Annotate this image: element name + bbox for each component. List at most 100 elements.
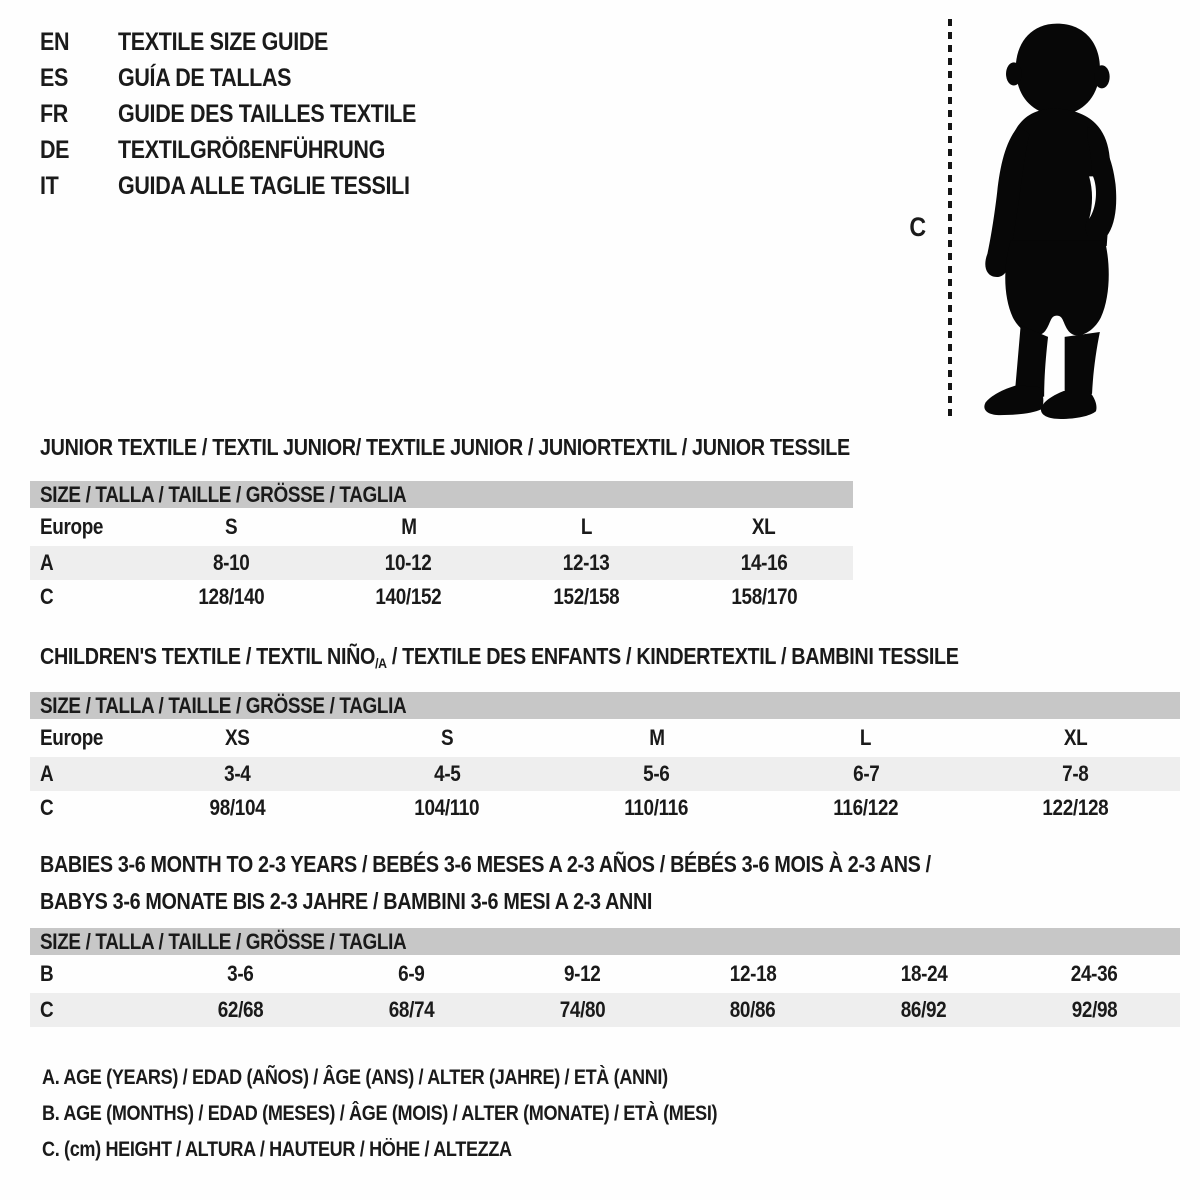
language-code: IT (40, 171, 59, 200)
value: 6-7 (852, 761, 880, 786)
babies-height-row: C 62/68 68/74 74/80 80/86 86/92 92/98 (30, 993, 1180, 1027)
title-suffix: / TEXTILE DES ENFANTS / KINDERTEXTIL / B… (386, 643, 959, 669)
value: 116/122 (833, 795, 899, 820)
column-header: M (648, 725, 665, 750)
column-header-cell: XL (971, 725, 1180, 751)
value-cell: 158/170 (675, 584, 853, 610)
title-subscript: /A (375, 655, 387, 672)
language-row-it: IT GUIDA ALLE TAGLIE TESSILI (40, 168, 465, 204)
row-label: C (40, 795, 54, 820)
footnote-c: C. (cm) HEIGHT / ALTURA / HAUTEUR / HÖHE… (42, 1132, 827, 1168)
value: 12-18 (729, 961, 777, 986)
row-label-cell: C (30, 584, 142, 610)
row-label: C (40, 997, 54, 1022)
language-title: GUIDE DES TAILLES TEXTILE (118, 99, 417, 128)
footnote-a-text: A. AGE (YEARS) / EDAD (AÑOS) / ÂGE (ANS)… (42, 1066, 668, 1089)
value-cell: 12-18 (667, 961, 838, 987)
column-header-cell: XS (133, 725, 342, 751)
children-section-title-text: CHILDREN'S TEXTILE / TEXTIL NIÑO/A / TEX… (40, 643, 959, 672)
footnote-b: B. AGE (MONTHS) / EDAD (MESES) / ÂGE (MO… (42, 1096, 827, 1132)
value: 86/92 (900, 997, 947, 1022)
junior-size-table: SIZE / TALLA / TAILLE / GRÖSSE / TAGLIA … (30, 481, 853, 614)
column-header-cell: L (761, 725, 970, 751)
babies-size-table: SIZE / TALLA / TAILLE / GRÖSSE / TAGLIA … (30, 928, 1180, 1027)
value-cell: 9-12 (497, 961, 668, 987)
value-cell: 116/122 (761, 795, 970, 821)
value-cell: 68/74 (326, 997, 497, 1023)
value-cell: 10-12 (320, 550, 498, 576)
value: 3-6 (227, 961, 254, 986)
language-title: TEXTILGRÖßENFÜHRUNG (118, 135, 385, 164)
value: 98/104 (209, 795, 266, 820)
footnote-c-text: C. (cm) HEIGHT / ALTURA / HAUTEUR / HÖHE… (42, 1138, 512, 1161)
junior-section-title: JUNIOR TEXTILE / TEXTIL JUNIOR/ TEXTILE … (40, 434, 982, 461)
column-header-cell: S (342, 725, 551, 751)
value: 110/116 (624, 795, 689, 820)
row-label: C (40, 584, 54, 609)
column-header-cell: M (320, 514, 498, 540)
junior-column-header-row: Europe S M L XL (30, 508, 853, 546)
value-cell: 3-6 (155, 961, 326, 987)
value-cell: 4-5 (342, 761, 551, 787)
value-cell: 128/140 (142, 584, 320, 610)
value: 104/110 (414, 795, 480, 820)
row-label: B (40, 961, 54, 986)
value: 8-10 (212, 550, 250, 575)
value-cell: 104/110 (342, 795, 551, 821)
junior-age-row: A 8-10 10-12 12-13 14-16 (30, 546, 853, 580)
column-header-cell: L (498, 514, 676, 540)
value-cell: 122/128 (971, 795, 1180, 821)
region-label: Europe (40, 514, 104, 539)
junior-section-title-text: JUNIOR TEXTILE / TEXTIL JUNIOR/ TEXTILE … (40, 434, 850, 460)
column-header: XL (1063, 725, 1088, 750)
value: 122/128 (1042, 795, 1109, 820)
value: 68/74 (388, 997, 435, 1022)
value-cell: 6-9 (326, 961, 497, 987)
children-column-header-row: Europe XS S M L XL (30, 719, 1180, 757)
value-cell: 12-13 (498, 550, 676, 576)
junior-table-header: SIZE / TALLA / TAILLE / GRÖSSE / TAGLIA (30, 481, 853, 508)
size-header-label: SIZE / TALLA / TAILLE / GRÖSSE / TAGLIA (40, 928, 407, 954)
value-cell: 14-16 (675, 550, 853, 576)
height-measure-letter: C (909, 212, 926, 242)
column-header: XS (225, 725, 250, 750)
column-header: L (580, 514, 593, 539)
value: 7-8 (1062, 761, 1089, 786)
value-cell: 62/68 (155, 997, 326, 1023)
value: 24-36 (1071, 961, 1118, 986)
children-table-header: SIZE / TALLA / TAILLE / GRÖSSE / TAGLIA (30, 692, 1180, 719)
language-title: GUIDA ALLE TAGLIE TESSILI (118, 171, 410, 200)
row-label-cell: B (30, 961, 155, 987)
value-cell: 80/86 (667, 997, 838, 1023)
language-title: TEXTILE SIZE GUIDE (118, 27, 329, 56)
babies-title-line1: BABIES 3-6 MONTH TO 2-3 YEARS / BEBÉS 3-… (40, 851, 931, 877)
column-header: L (860, 725, 872, 750)
column-header: M (400, 514, 417, 539)
row-label-cell: A (30, 550, 142, 576)
value: 10-12 (385, 550, 432, 575)
value: 3-4 (224, 761, 252, 786)
column-header-cell: XL (675, 514, 853, 540)
value: 14-16 (740, 550, 788, 575)
babies-months-row: B 3-6 6-9 9-12 12-18 18-24 24-36 (30, 955, 1180, 993)
value-cell: 8-10 (142, 550, 320, 576)
column-header: XL (752, 514, 776, 539)
children-age-row: A 3-4 4-5 5-6 6-7 7-8 (30, 757, 1180, 791)
babies-title-line2: BABYS 3-6 MONATE BIS 2-3 JAHRE / BAMBINI… (40, 888, 653, 914)
value-cell: 92/98 (1009, 997, 1180, 1023)
value-cell: 6-7 (761, 761, 970, 787)
value: 128/140 (197, 584, 264, 609)
value-cell: 152/158 (498, 584, 676, 610)
value-cell: 3-4 (133, 761, 342, 787)
babies-title-line2-wrap: BABYS 3-6 MONATE BIS 2-3 JAHRE / BAMBINI… (40, 883, 1076, 920)
size-header-label: SIZE / TALLA / TAILLE / GRÖSSE / TAGLIA (40, 481, 407, 507)
value: 18-24 (900, 961, 948, 986)
footnote-b-text: B. AGE (MONTHS) / EDAD (MESES) / ÂGE (MO… (42, 1102, 718, 1125)
value-cell: 110/116 (552, 795, 761, 821)
language-row-en: EN TEXTILE SIZE GUIDE (40, 24, 465, 60)
value-cell: 86/92 (838, 997, 1009, 1023)
babies-section-title: BABIES 3-6 MONTH TO 2-3 YEARS / BEBÉS 3-… (40, 846, 1076, 920)
language-code: EN (40, 27, 70, 56)
value: 74/80 (559, 997, 605, 1022)
language-title-list: EN TEXTILE SIZE GUIDE ES GUÍA DE TALLAS … (40, 24, 465, 204)
